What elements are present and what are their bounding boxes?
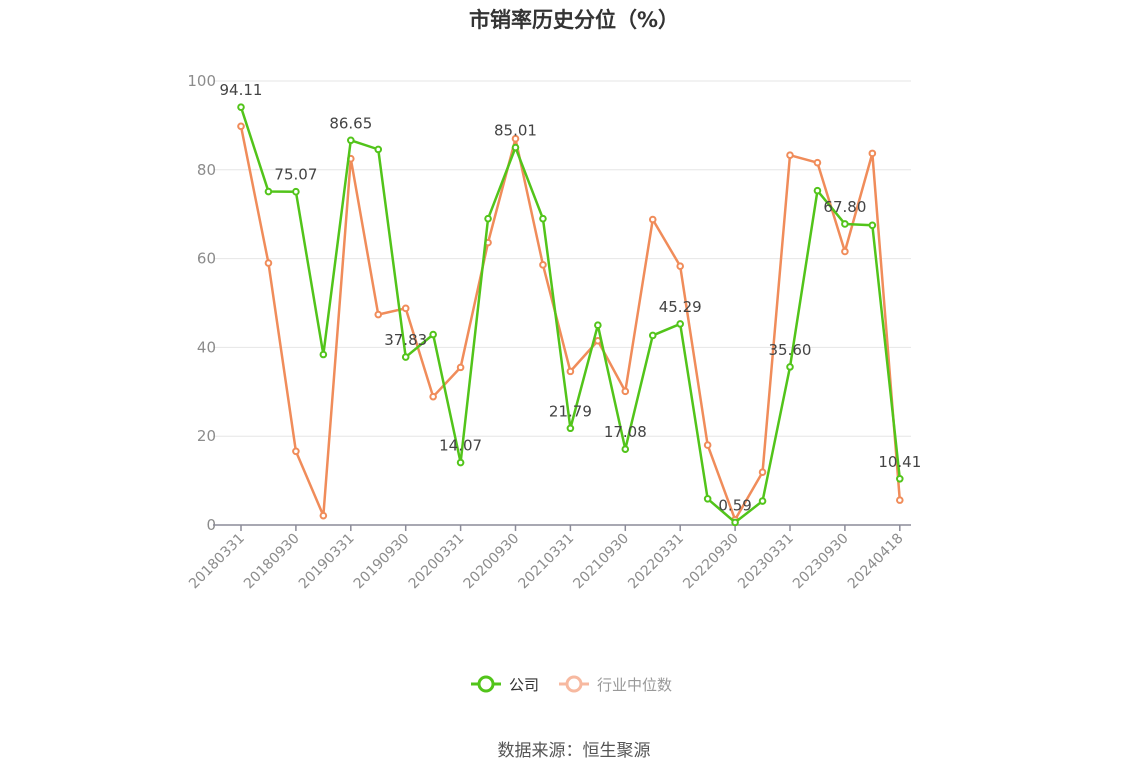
legend: 公司 行业中位数 [471, 675, 672, 694]
x-tick-label: 20210331 [516, 531, 578, 593]
data-point[interactable] [429, 392, 437, 401]
data-label: 37.83 [384, 331, 427, 349]
legend-item-company[interactable]: 公司 [471, 675, 539, 694]
data-point[interactable] [237, 122, 245, 131]
data-point[interactable] [456, 363, 465, 372]
data-point[interactable] [813, 158, 822, 167]
data-point[interactable] [264, 259, 273, 267]
data-label: 67.80 [823, 198, 866, 216]
source-note: 数据来源：恒生聚源 [497, 741, 651, 761]
x-tick-label: 20230930 [790, 531, 852, 593]
data-point[interactable] [896, 496, 904, 504]
data-label: 0.59 [718, 496, 751, 514]
y-tick-label: 60 [197, 250, 216, 268]
data-point[interactable] [511, 143, 520, 152]
y-tick-label: 100 [187, 72, 216, 90]
data-point[interactable] [347, 136, 355, 145]
data-point[interactable] [511, 134, 520, 143]
data-point[interactable] [731, 518, 739, 527]
data-point[interactable] [648, 215, 657, 224]
y-tick-label: 20 [197, 427, 216, 445]
x-tick-label: 20230331 [735, 531, 797, 593]
x-tick-label: 20220930 [680, 531, 742, 593]
x-tick-label: 20190930 [351, 531, 413, 593]
data-label: 86.65 [329, 114, 372, 132]
data-point[interactable] [758, 468, 767, 476]
data-point[interactable] [292, 447, 300, 456]
data-point[interactable] [841, 247, 849, 256]
y-tick-label: 0 [206, 516, 216, 534]
x-tick-label: 20210930 [570, 531, 632, 593]
data-point[interactable] [319, 350, 328, 359]
data-point[interactable] [813, 186, 822, 195]
data-label: 21.79 [549, 402, 592, 420]
data-point[interactable] [868, 149, 877, 158]
legend-company-marker [477, 675, 495, 693]
chart-title: 市销率历史分位（%） [468, 8, 680, 32]
data-point[interactable] [566, 424, 575, 433]
data-point[interactable] [621, 445, 630, 453]
data-point[interactable] [594, 321, 602, 330]
data-labels: 94.11 75.07 86.65 37.83 14.07 85.01 21.79 17.08… [220, 81, 922, 514]
data-point[interactable] [456, 458, 465, 467]
data-label: 14.07 [439, 437, 482, 455]
data-point[interactable] [896, 474, 904, 483]
series-line [239, 126, 902, 521]
data-point[interactable] [621, 387, 630, 396]
data-point[interactable] [676, 320, 685, 328]
data-label: 45.29 [659, 298, 702, 316]
series-lines [237, 103, 904, 527]
data-point[interactable] [429, 330, 437, 339]
data-point[interactable] [676, 262, 685, 270]
data-label: 10.41 [878, 453, 921, 471]
x-tick-label: 20190331 [296, 531, 358, 593]
data-label: 75.07 [274, 166, 317, 184]
x-tick-label: 20180930 [241, 531, 303, 593]
data-point[interactable] [374, 145, 383, 154]
data-point[interactable] [703, 441, 712, 449]
x-tick-label: 20200930 [461, 531, 523, 593]
data-point[interactable] [566, 367, 575, 376]
data-point[interactable] [841, 220, 849, 228]
axes: 0 20 40 60 80 100 2018033120180930201903312019… [186, 72, 911, 592]
x-tick-label: 20220331 [625, 531, 687, 593]
legend-item-industry[interactable]: 行业中位数 [559, 675, 672, 694]
data-point[interactable] [703, 495, 712, 503]
legend-industry-label: 行业中位数 [597, 676, 672, 694]
data-point[interactable] [484, 214, 492, 223]
data-point[interactable] [539, 261, 547, 269]
series-company [237, 103, 904, 527]
data-label: 35.60 [769, 341, 812, 359]
legend-industry-marker [565, 675, 583, 693]
data-point[interactable] [292, 187, 300, 196]
data-label: 85.01 [494, 122, 537, 140]
series-industry [237, 122, 904, 524]
y-tick-label: 80 [197, 161, 216, 179]
data-point[interactable] [319, 511, 328, 520]
y-tick-label: 40 [197, 338, 216, 356]
legend-company-label: 公司 [509, 676, 539, 694]
data-point[interactable] [264, 187, 273, 196]
data-point[interactable] [539, 214, 547, 223]
data-point[interactable] [401, 304, 410, 313]
x-tick-label: 20180331 [186, 531, 248, 593]
data-point[interactable] [786, 151, 794, 159]
data-point[interactable] [648, 331, 657, 340]
data-point[interactable] [868, 221, 877, 230]
data-point[interactable] [237, 103, 245, 111]
data-point[interactable] [786, 363, 794, 371]
data-label: 17.08 [604, 423, 647, 441]
x-tick-label: 20240418 [845, 531, 907, 593]
data-point[interactable] [758, 497, 767, 505]
data-point[interactable] [374, 310, 383, 319]
data-point[interactable] [401, 353, 410, 361]
x-tick-label: 20200331 [406, 531, 468, 593]
data-label: 94.11 [220, 81, 263, 99]
